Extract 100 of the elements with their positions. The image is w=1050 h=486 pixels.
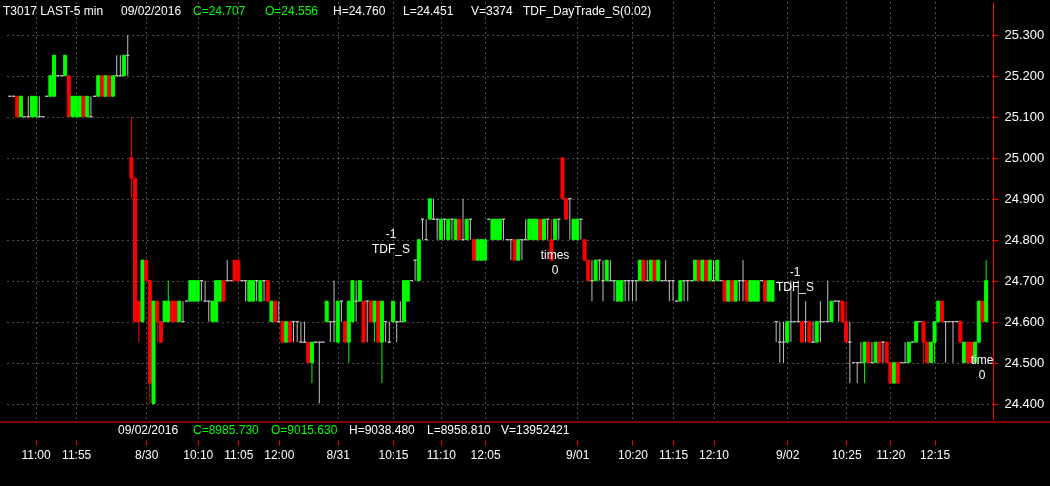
candlestick [269, 300, 274, 323]
candlestick [939, 300, 944, 323]
candlestick [538, 218, 543, 241]
y-tick-label: 25.200 [1004, 68, 1045, 84]
x-tick-label: 9/01 [566, 447, 590, 462]
candlestick [302, 321, 307, 343]
candlestick [103, 75, 108, 97]
candlestick [619, 280, 624, 302]
y-tick-label: 24.500 [1004, 355, 1045, 371]
text: O=9015.630 [271, 423, 338, 437]
annotation: time 0 [970, 353, 994, 382]
candlestick [446, 218, 451, 241]
candlestick [693, 259, 698, 282]
candlestick [785, 321, 790, 343]
candlestick [280, 321, 285, 343]
candlestick [284, 321, 289, 343]
text: V=13952421 [501, 423, 570, 437]
candlestick [763, 280, 768, 302]
x-tick-label: 10:10 [183, 447, 214, 462]
candlestick [273, 300, 278, 323]
text: C=8985.730 [193, 423, 260, 437]
candlestick [512, 239, 517, 261]
candlestick [483, 239, 488, 261]
y-tick-label: 24.900 [1004, 191, 1045, 207]
x-tick-label: 11:20 [876, 447, 906, 462]
candlestick [195, 280, 200, 302]
y-tick-label: 25.300 [1004, 27, 1045, 43]
candlestick [881, 341, 885, 364]
candlestick [553, 218, 558, 241]
candlestick [534, 218, 539, 241]
candlestick [81, 95, 86, 118]
candlestick [475, 239, 480, 261]
candlestick [457, 218, 462, 241]
candlestick [298, 321, 303, 343]
candlestick [877, 341, 882, 364]
annotation: 09/02/2016 [121, 4, 182, 18]
candlestick [652, 259, 657, 282]
candlestick [324, 300, 329, 323]
x-tick-label: 12:00 [264, 447, 295, 462]
candlestick [85, 95, 90, 118]
candlestick [752, 280, 757, 302]
candlestick [18, 95, 23, 118]
x-tick-label: 10:15 [378, 447, 409, 462]
x-tick-label: 8/31 [326, 447, 351, 462]
annotation: V=3374 [471, 4, 514, 18]
candlestick [70, 95, 75, 118]
candlestick [479, 239, 484, 261]
y-tick-label: 24.700 [1004, 273, 1045, 289]
candlestick [387, 321, 392, 343]
chart-title: T3017 LAST-5 min [3, 4, 104, 18]
candlestick [733, 280, 738, 302]
candlestick [648, 259, 653, 282]
candlestick [221, 280, 226, 302]
candlestick [766, 280, 771, 302]
y-tick-label: 24.800 [1004, 232, 1045, 248]
candlestick [748, 280, 753, 302]
x-tick-label: 12:05 [470, 447, 501, 462]
candlestick [155, 300, 160, 343]
x-tick-label: 11:10 [426, 447, 457, 462]
x-tick-label: 11:05 [224, 447, 254, 462]
candlestick [177, 300, 182, 323]
candlestick [575, 218, 580, 241]
candlestick [726, 280, 731, 302]
candlestick [516, 239, 521, 261]
candlestick [744, 280, 749, 302]
text: H=9038.480 [349, 423, 416, 437]
candlestick [247, 280, 252, 302]
candlestick [770, 280, 775, 302]
y-tick-label: 24.400 [1004, 396, 1045, 412]
candlestick [427, 198, 432, 220]
candlestick [777, 321, 782, 364]
candlestick [696, 259, 701, 282]
candlestick [391, 300, 395, 323]
annotation: TDF_DayTrade_S(0.02) [523, 4, 652, 18]
candlestick [166, 280, 171, 323]
candlestick [892, 362, 897, 384]
annotation: O=24.556 [265, 4, 319, 18]
text: 09/02/2016 [118, 423, 179, 437]
annotation: H=24.760 [333, 4, 386, 18]
candlestick [641, 259, 646, 282]
candlestick [637, 259, 642, 282]
candlestick [162, 300, 167, 323]
candlestick [99, 75, 104, 97]
candlestick [33, 95, 38, 118]
x-tick-label: 11:00 [21, 447, 52, 462]
annotation: C=24.707 [193, 4, 246, 18]
candlestick [107, 75, 112, 97]
candlestick [615, 280, 620, 302]
candlestick [700, 259, 705, 282]
candlestick [357, 280, 362, 302]
y-tick-label: 24.600 [1004, 314, 1045, 330]
candlestick [343, 321, 348, 343]
x-tick-label: 11:55 [62, 447, 92, 462]
x-tick-label: 9/02 [776, 447, 800, 462]
candlestick [844, 300, 849, 343]
candlestick [77, 95, 82, 118]
candlestick [306, 341, 311, 364]
candlestick [781, 321, 786, 364]
candlestick [29, 95, 34, 118]
y-tick-label: 25.100 [1004, 109, 1045, 125]
